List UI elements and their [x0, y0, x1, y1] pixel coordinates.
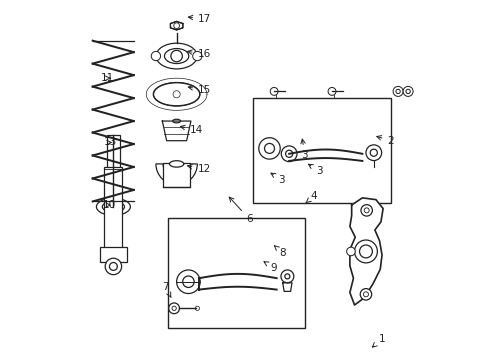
Ellipse shape [172, 119, 180, 123]
Text: 15: 15 [188, 85, 211, 95]
Bar [104, 167, 122, 248]
Circle shape [264, 143, 274, 153]
Circle shape [363, 292, 367, 297]
Circle shape [405, 89, 409, 94]
Circle shape [192, 51, 202, 61]
Circle shape [346, 247, 354, 256]
Circle shape [392, 86, 402, 96]
Circle shape [173, 23, 179, 28]
Ellipse shape [96, 198, 130, 215]
Circle shape [183, 276, 194, 287]
Text: 4: 4 [305, 191, 317, 203]
Circle shape [168, 303, 179, 314]
Circle shape [258, 138, 280, 159]
Circle shape [402, 86, 412, 96]
Circle shape [354, 240, 377, 263]
Text: 17: 17 [188, 14, 211, 23]
Text: 5: 5 [0, 359, 1, 360]
Text: 14: 14 [180, 125, 203, 135]
Text: 3: 3 [300, 139, 307, 160]
Text: 16: 16 [187, 49, 210, 59]
Text: 7: 7 [162, 282, 171, 297]
Circle shape [365, 145, 381, 161]
Polygon shape [170, 21, 183, 30]
Text: 1: 1 [372, 334, 384, 347]
Ellipse shape [164, 49, 188, 64]
Bar [163, 163, 190, 187]
Circle shape [109, 262, 117, 270]
Ellipse shape [153, 83, 200, 106]
Text: 11: 11 [101, 73, 114, 83]
Circle shape [327, 87, 335, 95]
Text: 2: 2 [376, 136, 393, 146]
Text: 10: 10 [102, 200, 115, 210]
Circle shape [360, 204, 372, 216]
Wedge shape [156, 164, 197, 185]
Circle shape [151, 51, 160, 61]
Text: 3: 3 [270, 173, 285, 185]
Text: 8: 8 [274, 246, 285, 258]
Circle shape [285, 274, 289, 279]
Circle shape [360, 289, 371, 300]
Circle shape [195, 306, 199, 310]
Circle shape [285, 150, 292, 157]
Circle shape [176, 270, 200, 293]
Circle shape [270, 87, 278, 95]
Bar [100, 247, 127, 262]
Text: 12: 12 [187, 164, 210, 174]
Text: 3: 3 [308, 164, 322, 176]
Circle shape [395, 89, 400, 94]
Circle shape [281, 146, 296, 162]
Ellipse shape [169, 161, 183, 167]
Ellipse shape [102, 202, 124, 212]
Circle shape [364, 208, 368, 213]
Bar [107, 135, 120, 169]
Circle shape [105, 258, 122, 275]
Bar [167, 217, 305, 328]
Polygon shape [349, 198, 382, 305]
Circle shape [281, 270, 293, 283]
Text: 13: 13 [103, 138, 117, 148]
Circle shape [369, 149, 377, 156]
Circle shape [171, 50, 182, 62]
Circle shape [359, 245, 372, 258]
Text: 6: 6 [229, 197, 252, 224]
Bar [253, 98, 390, 203]
Text: 9: 9 [264, 262, 276, 273]
Circle shape [172, 306, 176, 310]
Ellipse shape [156, 43, 197, 69]
Circle shape [173, 91, 180, 98]
